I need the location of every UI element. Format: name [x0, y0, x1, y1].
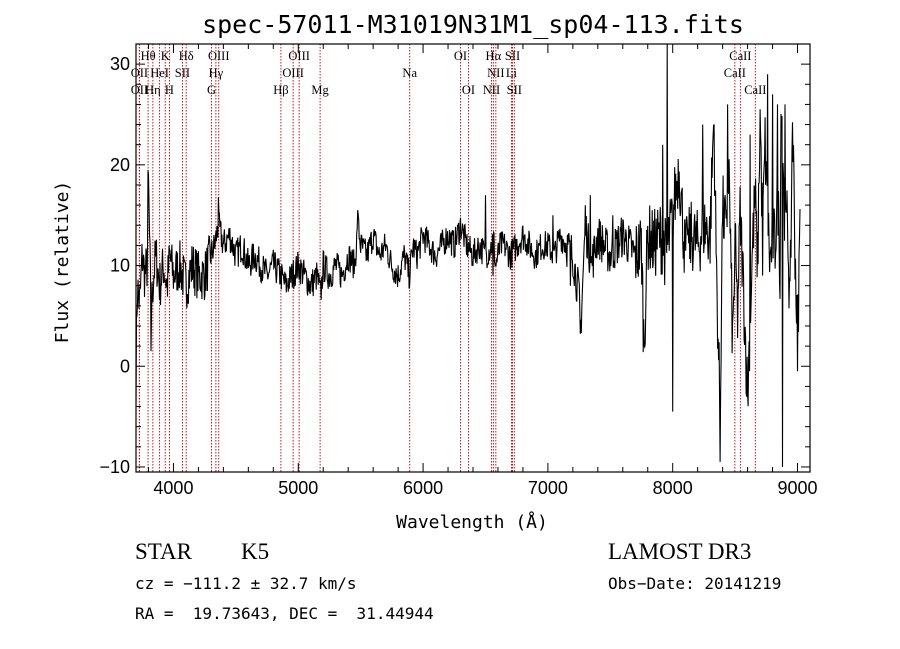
- x-axis: 4000 5000 6000 7000 8000 9000: [147, 44, 818, 498]
- spectrum-line: [136, 44, 801, 468]
- y-tick-label: 20: [110, 155, 130, 175]
- line-marker-label: Hθ: [141, 49, 156, 63]
- object-class: STAR: [135, 539, 192, 564]
- redshift-velocity: cz = −111.2 ± 32.7 km/s: [135, 574, 357, 593]
- object-subclass: K5: [241, 539, 270, 564]
- line-marker-label: NII: [483, 83, 500, 97]
- x-tick-label: 9000: [777, 478, 817, 498]
- line-marker-label: HeI: [150, 66, 169, 80]
- x-tick-label: 7000: [528, 478, 568, 498]
- survey-name: LAMOST DR3: [608, 539, 752, 564]
- chart-title: spec-57011-M31019N31M1_sp04-113.fits: [202, 10, 744, 39]
- line-marker-label: Hγ: [209, 66, 224, 80]
- line-marker-label: CaII: [744, 83, 766, 97]
- line-marker-label: Na: [402, 66, 417, 80]
- spectrum-plot-area: [136, 44, 801, 468]
- line-marker-label: SII: [175, 66, 190, 80]
- x-tick-label: 4000: [153, 478, 193, 498]
- x-axis-label: Wavelength (Å): [396, 511, 548, 533]
- line-marker-label: OI: [462, 83, 475, 97]
- line-marker-label: G: [207, 83, 216, 97]
- emission-line-markers: [138, 44, 756, 472]
- line-marker-label: Li: [506, 66, 518, 80]
- line-marker-label: OIII: [208, 49, 230, 63]
- line-marker-label: K: [161, 49, 170, 63]
- line-marker-label: Hδ: [179, 49, 194, 63]
- line-marker-label: OI: [454, 49, 467, 63]
- y-axis-label: Flux (relative): [52, 181, 73, 344]
- observation-date: Obs−Date: 20141219: [608, 574, 782, 593]
- y-axis: −10 0 10 20 30: [99, 54, 810, 477]
- line-marker-label: OII: [131, 66, 148, 80]
- x-tick-label: 5000: [278, 478, 318, 498]
- coordinates: RA = 19.73643, DEC = 31.44944: [135, 604, 434, 623]
- line-marker-label: CaII: [729, 49, 751, 63]
- line-marker-label: Hβ: [273, 83, 288, 97]
- line-marker-label: Hη: [145, 83, 161, 97]
- line-marker-label: Hα: [486, 49, 502, 63]
- x-tick-label: 6000: [403, 478, 443, 498]
- y-tick-label: 0: [120, 356, 130, 376]
- y-tick-label: −10: [99, 457, 130, 477]
- line-marker-label: OIII: [288, 49, 310, 63]
- x-tick-label: 8000: [653, 478, 693, 498]
- line-marker-label: OII: [131, 83, 148, 97]
- line-marker-label: OIII: [282, 66, 304, 80]
- line-marker-label: SII: [507, 83, 522, 97]
- y-tick-label: 10: [110, 256, 130, 276]
- line-marker-label: Mg: [311, 83, 329, 97]
- line-marker-label: NII: [487, 66, 504, 80]
- line-marker-label: CaII: [724, 66, 746, 80]
- y-tick-label: 30: [110, 54, 130, 74]
- line-marker-label: SII: [505, 49, 520, 63]
- line-marker-label: H: [165, 83, 174, 97]
